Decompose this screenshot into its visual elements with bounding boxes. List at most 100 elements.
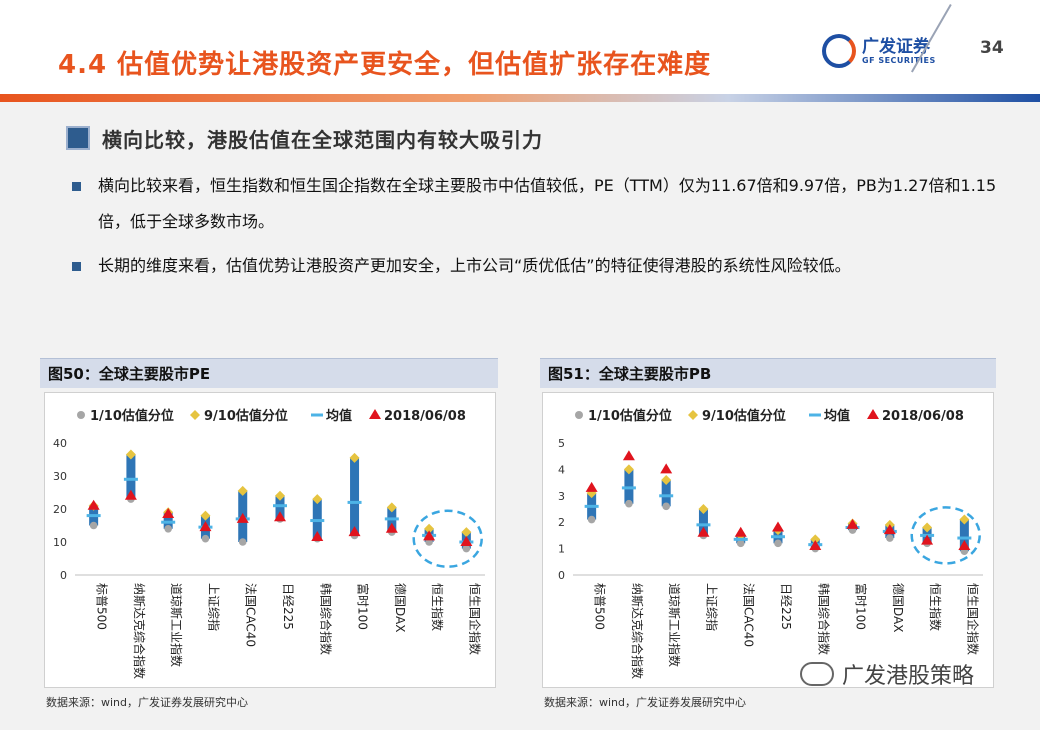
p90-marker bbox=[922, 522, 933, 533]
current-marker bbox=[236, 512, 249, 523]
pb-chart-source: 数据来源：wind，广发证券发展研究中心 bbox=[544, 696, 747, 709]
legend-marker-p10 bbox=[575, 411, 583, 419]
section-heading-text: 横向比较，港股估值在全球范围内有较大吸引力 bbox=[102, 127, 543, 152]
pb-chart: 1/10估值分位 9/10估值分位 均值 2018/06/08 0 1 2 3 4 5 标普500 纳… bbox=[558, 408, 983, 679]
x-tick-label: 纳斯达克综合指数 bbox=[132, 583, 147, 679]
current-marker bbox=[460, 536, 473, 546]
mean-marker bbox=[696, 523, 711, 527]
p10-marker bbox=[662, 502, 670, 511]
mean-marker bbox=[771, 535, 785, 539]
legend-marker-mean bbox=[809, 413, 821, 417]
p10-marker bbox=[774, 539, 782, 548]
range-bar bbox=[163, 512, 173, 529]
mean-marker bbox=[123, 477, 138, 481]
p10-marker bbox=[886, 534, 894, 542]
legend-label-p10: 1/10估值分位 bbox=[90, 408, 174, 424]
p10-marker bbox=[462, 544, 471, 553]
mean-marker bbox=[347, 500, 362, 504]
p10-marker bbox=[736, 539, 745, 548]
legend-marker-current bbox=[867, 409, 879, 419]
legend-label-mean: 均值 bbox=[824, 408, 850, 424]
legend-marker-p90 bbox=[688, 410, 698, 420]
current-marker bbox=[734, 526, 747, 537]
legend-marker-p90 bbox=[190, 410, 200, 420]
pe-chart-source: 数据来源：wind，广发证券发展研究中心 bbox=[46, 696, 249, 709]
range-bar bbox=[312, 499, 322, 539]
mean-marker bbox=[733, 537, 748, 541]
mean-marker bbox=[86, 514, 101, 518]
x-tick-label: 上证综指 bbox=[704, 583, 719, 631]
title-gradient-bar bbox=[0, 94, 1040, 102]
x-tick-label: 纳斯达克综合指数 bbox=[630, 583, 645, 679]
mean-marker bbox=[310, 519, 325, 523]
x-tick-label: 日经225 bbox=[779, 583, 793, 630]
p90-marker bbox=[312, 494, 323, 505]
mean-marker bbox=[584, 504, 599, 508]
y-tick-label: 0 bbox=[60, 569, 67, 582]
y-tick-label: 4 bbox=[558, 463, 565, 476]
p10-marker bbox=[625, 499, 633, 508]
current-marker bbox=[162, 507, 175, 518]
current-marker bbox=[883, 524, 896, 535]
figure-51-title: 图51：全球主要股市PB bbox=[540, 358, 996, 388]
range-bar bbox=[698, 509, 708, 536]
x-tick-label: 德国DAX bbox=[891, 583, 906, 632]
x-tick-label: 德国DAX bbox=[393, 583, 408, 632]
wechat-icon bbox=[800, 662, 834, 686]
x-tick-label: 道琼斯工业指数 bbox=[169, 583, 184, 667]
y-tick-label: 1 bbox=[558, 543, 565, 556]
p90-marker bbox=[959, 514, 970, 525]
x-tick-label: 富时100 bbox=[356, 583, 371, 630]
current-marker bbox=[348, 526, 361, 537]
page-number: 34 bbox=[980, 38, 1004, 58]
company-logo: 广发证券 GF SECURITIES bbox=[822, 26, 962, 76]
legend-label-mean: 均值 bbox=[326, 408, 352, 424]
x-tick-label: 恒生指数 bbox=[430, 583, 445, 631]
logo-text-en: GF SECURITIES bbox=[862, 56, 936, 65]
current-marker bbox=[921, 534, 934, 545]
y-tick-label: 20 bbox=[53, 503, 67, 516]
y-tick-label: 3 bbox=[558, 490, 565, 503]
section-square-icon bbox=[66, 126, 90, 150]
slide-title: 4.4 估值优势让港股资产更安全，但估值扩张存在难度 bbox=[58, 50, 712, 80]
legend-label-current: 2018/06/08 bbox=[384, 409, 466, 424]
current-marker bbox=[697, 526, 710, 537]
x-tick-label: 恒生国企指数 bbox=[965, 583, 980, 655]
current-marker bbox=[87, 499, 100, 510]
p90-marker bbox=[386, 502, 397, 513]
current-marker bbox=[660, 463, 673, 474]
current-marker bbox=[622, 450, 635, 461]
x-tick-label: 法国CAC40 bbox=[742, 583, 756, 647]
x-tick-label: 日经225 bbox=[281, 583, 295, 630]
section-heading: 横向比较，港股估值在全球范围内有较大吸引力 bbox=[66, 124, 543, 152]
current-marker bbox=[311, 531, 324, 542]
mean-marker bbox=[957, 536, 972, 540]
x-tick-label: 上证综指 bbox=[206, 583, 221, 631]
x-tick-label: 恒生指数 bbox=[928, 583, 943, 631]
mean-marker bbox=[273, 504, 287, 508]
y-tick-label: 30 bbox=[53, 470, 67, 483]
p90-marker bbox=[661, 474, 672, 485]
bullet-text: 长期的维度来看，估值优势让港股资产更加安全，上市公司“质优低估”的特征使得港股的… bbox=[98, 256, 851, 275]
legend-marker-p10 bbox=[77, 411, 85, 419]
current-marker bbox=[423, 530, 436, 541]
p90-marker bbox=[125, 449, 136, 460]
current-marker bbox=[846, 518, 859, 529]
legend-label-current: 2018/06/08 bbox=[882, 409, 964, 424]
current-marker bbox=[772, 521, 784, 532]
range-bar bbox=[350, 457, 360, 536]
p90-marker bbox=[275, 490, 285, 501]
legend-marker-current bbox=[369, 409, 381, 419]
wechat-watermark: 广发港股策略 bbox=[800, 658, 974, 690]
range-bar bbox=[126, 454, 136, 500]
bullet-item-2: 长期的维度来看，估值优势让港股资产更加安全，上市公司“质优低估”的特征使得港股的… bbox=[72, 248, 1002, 284]
p10-marker bbox=[201, 534, 210, 543]
highlight-ellipse bbox=[910, 506, 981, 565]
y-tick-label: 10 bbox=[53, 536, 67, 549]
p10-marker bbox=[164, 525, 172, 533]
pe-chart-panel: 1/10估值分位 9/10估值分位 均值 2018/06/08 0 10 20 30 40 标普5… bbox=[44, 392, 496, 688]
legend-label-p90: 9/10估值分位 bbox=[702, 408, 786, 424]
p10-marker bbox=[587, 515, 596, 524]
current-marker bbox=[585, 481, 598, 492]
bullet-square-icon bbox=[72, 182, 81, 191]
